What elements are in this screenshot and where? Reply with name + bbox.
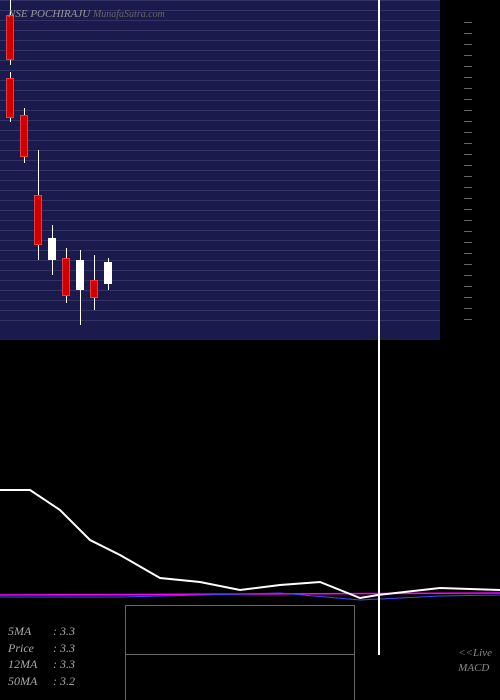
- info-label: 12MA: [8, 656, 50, 673]
- gridline: [0, 120, 440, 121]
- gridline: [0, 180, 440, 181]
- gridline: [0, 0, 440, 1]
- tick-mark: [464, 198, 472, 199]
- tick-mark: [464, 66, 472, 67]
- gridline: [0, 140, 440, 141]
- info-row: 50MA : 3.2: [8, 673, 75, 690]
- blue-ma-line: [0, 593, 500, 600]
- tick-mark: [464, 44, 472, 45]
- tick-mark: [464, 308, 472, 309]
- gridline: [0, 320, 440, 321]
- tick-mark: [464, 143, 472, 144]
- candle-body: [6, 15, 14, 60]
- gridline: [0, 100, 440, 101]
- tick-mark: [464, 264, 472, 265]
- candle-body: [34, 195, 42, 245]
- gridline: [0, 40, 440, 41]
- gridline: [0, 50, 440, 51]
- info-row: 5MA : 3.3: [8, 623, 75, 640]
- candle-body: [104, 262, 112, 284]
- macd-text: MACD: [458, 661, 492, 675]
- gridline: [0, 110, 440, 111]
- gridline: [0, 190, 440, 191]
- info-row: 12MA : 3.3: [8, 656, 75, 673]
- tick-mark: [464, 132, 472, 133]
- candle-body: [76, 260, 84, 290]
- gridline: [0, 30, 440, 31]
- indicator-box-outline: [125, 605, 355, 655]
- tick-mark: [464, 176, 472, 177]
- tick-mark: [464, 220, 472, 221]
- magenta-ma-line: [0, 593, 500, 595]
- info-value: 3.3: [60, 657, 75, 671]
- watermark-label: MunafaSutra.com: [93, 9, 165, 20]
- candle-body: [20, 115, 28, 157]
- info-row: Price : 3.3: [8, 640, 75, 657]
- tick-mark: [464, 209, 472, 210]
- gridline: [0, 160, 440, 161]
- candle-body: [90, 280, 98, 298]
- gridline: [0, 70, 440, 71]
- current-time-line: [378, 0, 380, 655]
- gridline: [0, 20, 440, 21]
- tick-mark: [464, 121, 472, 122]
- tick-mark: [464, 286, 472, 287]
- tick-mark: [464, 297, 472, 298]
- gridline: [0, 200, 440, 201]
- tick-mark: [464, 242, 472, 243]
- macd-label: <<Live MACD: [458, 646, 492, 675]
- gridline: [0, 310, 440, 311]
- exchange-label: NSE: [8, 8, 28, 20]
- tick-mark: [464, 22, 472, 23]
- tick-mark: [464, 253, 472, 254]
- tick-mark: [464, 55, 472, 56]
- price-chart-panel: [0, 0, 500, 400]
- ma-info-box: 5MA : 3.3Price : 3.312MA : 3.350MA : 3.2: [8, 623, 75, 690]
- gridline: [0, 80, 440, 81]
- gridline: [0, 220, 440, 221]
- info-label: 5MA: [8, 623, 50, 640]
- info-value: 3.3: [60, 641, 75, 655]
- symbol-label: POCHIRAJU: [30, 8, 90, 20]
- gridline: [0, 150, 440, 151]
- candle-body: [6, 78, 14, 118]
- stock-chart-container: NSE POCHIRAJU MunafaSutra.com 5MA : 3.3P…: [0, 0, 500, 700]
- tick-mark: [464, 319, 472, 320]
- gridline: [0, 240, 440, 241]
- candle-body: [48, 238, 56, 260]
- tick-mark: [464, 154, 472, 155]
- gridline: [0, 230, 440, 231]
- tick-mark: [464, 88, 472, 89]
- tick-mark: [464, 231, 472, 232]
- info-label: 50MA: [8, 673, 50, 690]
- candle-body: [62, 258, 70, 296]
- chart-header: NSE POCHIRAJU MunafaSutra.com: [8, 8, 165, 20]
- info-value: 3.2: [60, 674, 75, 688]
- tick-mark: [464, 187, 472, 188]
- macd-live-text: <<Live: [458, 646, 492, 660]
- info-value: 3.3: [60, 624, 75, 638]
- tick-mark: [464, 110, 472, 111]
- white-ma-line: [0, 490, 500, 598]
- gridline: [0, 130, 440, 131]
- tick-mark: [464, 275, 472, 276]
- tick-mark: [464, 165, 472, 166]
- gridline: [0, 90, 440, 91]
- gridline: [0, 60, 440, 61]
- gridline: [0, 170, 440, 171]
- info-label: Price: [8, 640, 50, 657]
- gridline: [0, 210, 440, 211]
- tick-mark: [464, 77, 472, 78]
- indicator-box-inner: [125, 655, 355, 700]
- tick-mark: [464, 99, 472, 100]
- tick-mark: [464, 33, 472, 34]
